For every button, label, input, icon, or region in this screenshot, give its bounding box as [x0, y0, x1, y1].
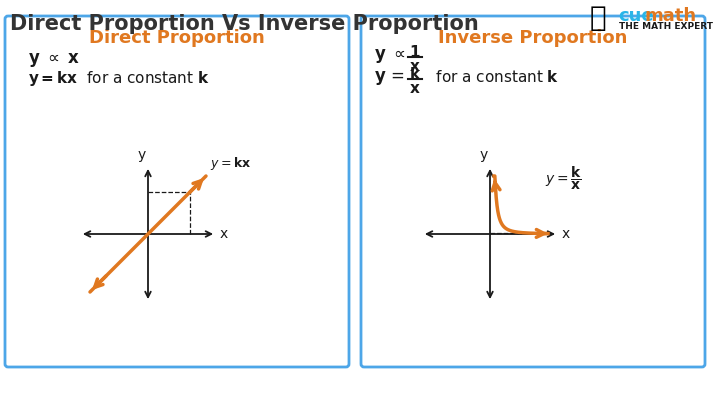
Text: THE MATH EXPERT: THE MATH EXPERT [619, 22, 713, 31]
Text: x: x [562, 227, 570, 241]
FancyBboxPatch shape [5, 16, 349, 367]
Text: Inverse Proportion: Inverse Proportion [438, 29, 627, 47]
Text: x: x [220, 227, 228, 241]
Text: $y = \dfrac{\mathbf{k}}{\mathbf{x}}$: $y = \dfrac{\mathbf{k}}{\mathbf{x}}$ [545, 164, 582, 191]
Text: y: y [480, 148, 488, 162]
Text: y: y [138, 148, 146, 162]
Text: $\mathbf{y = kx}$  for a constant $\mathbf{k}$: $\mathbf{y = kx}$ for a constant $\mathb… [28, 69, 210, 88]
FancyBboxPatch shape [361, 16, 705, 367]
Text: math: math [644, 7, 696, 25]
Text: $y = \mathbf{kx}$: $y = \mathbf{kx}$ [210, 155, 251, 172]
Text: x: x [410, 81, 420, 96]
Text: 🚀: 🚀 [590, 4, 607, 32]
Text: $\mathbf{y}$ =: $\mathbf{y}$ = [374, 69, 406, 87]
Text: for a constant $\mathbf{k}$: for a constant $\mathbf{k}$ [426, 69, 559, 85]
Text: $\mathbf{y}$ $\propto$ $\mathbf{x}$: $\mathbf{y}$ $\propto$ $\mathbf{x}$ [28, 51, 81, 69]
Text: Direct Proportion Vs Inverse Proportion: Direct Proportion Vs Inverse Proportion [10, 14, 478, 34]
Text: Direct Proportion: Direct Proportion [89, 29, 265, 47]
Text: 1: 1 [410, 45, 420, 60]
Text: cue: cue [618, 7, 654, 25]
Text: k: k [410, 67, 420, 82]
Text: $\mathbf{y}$ $\propto$: $\mathbf{y}$ $\propto$ [374, 47, 406, 65]
Text: x: x [410, 59, 420, 74]
